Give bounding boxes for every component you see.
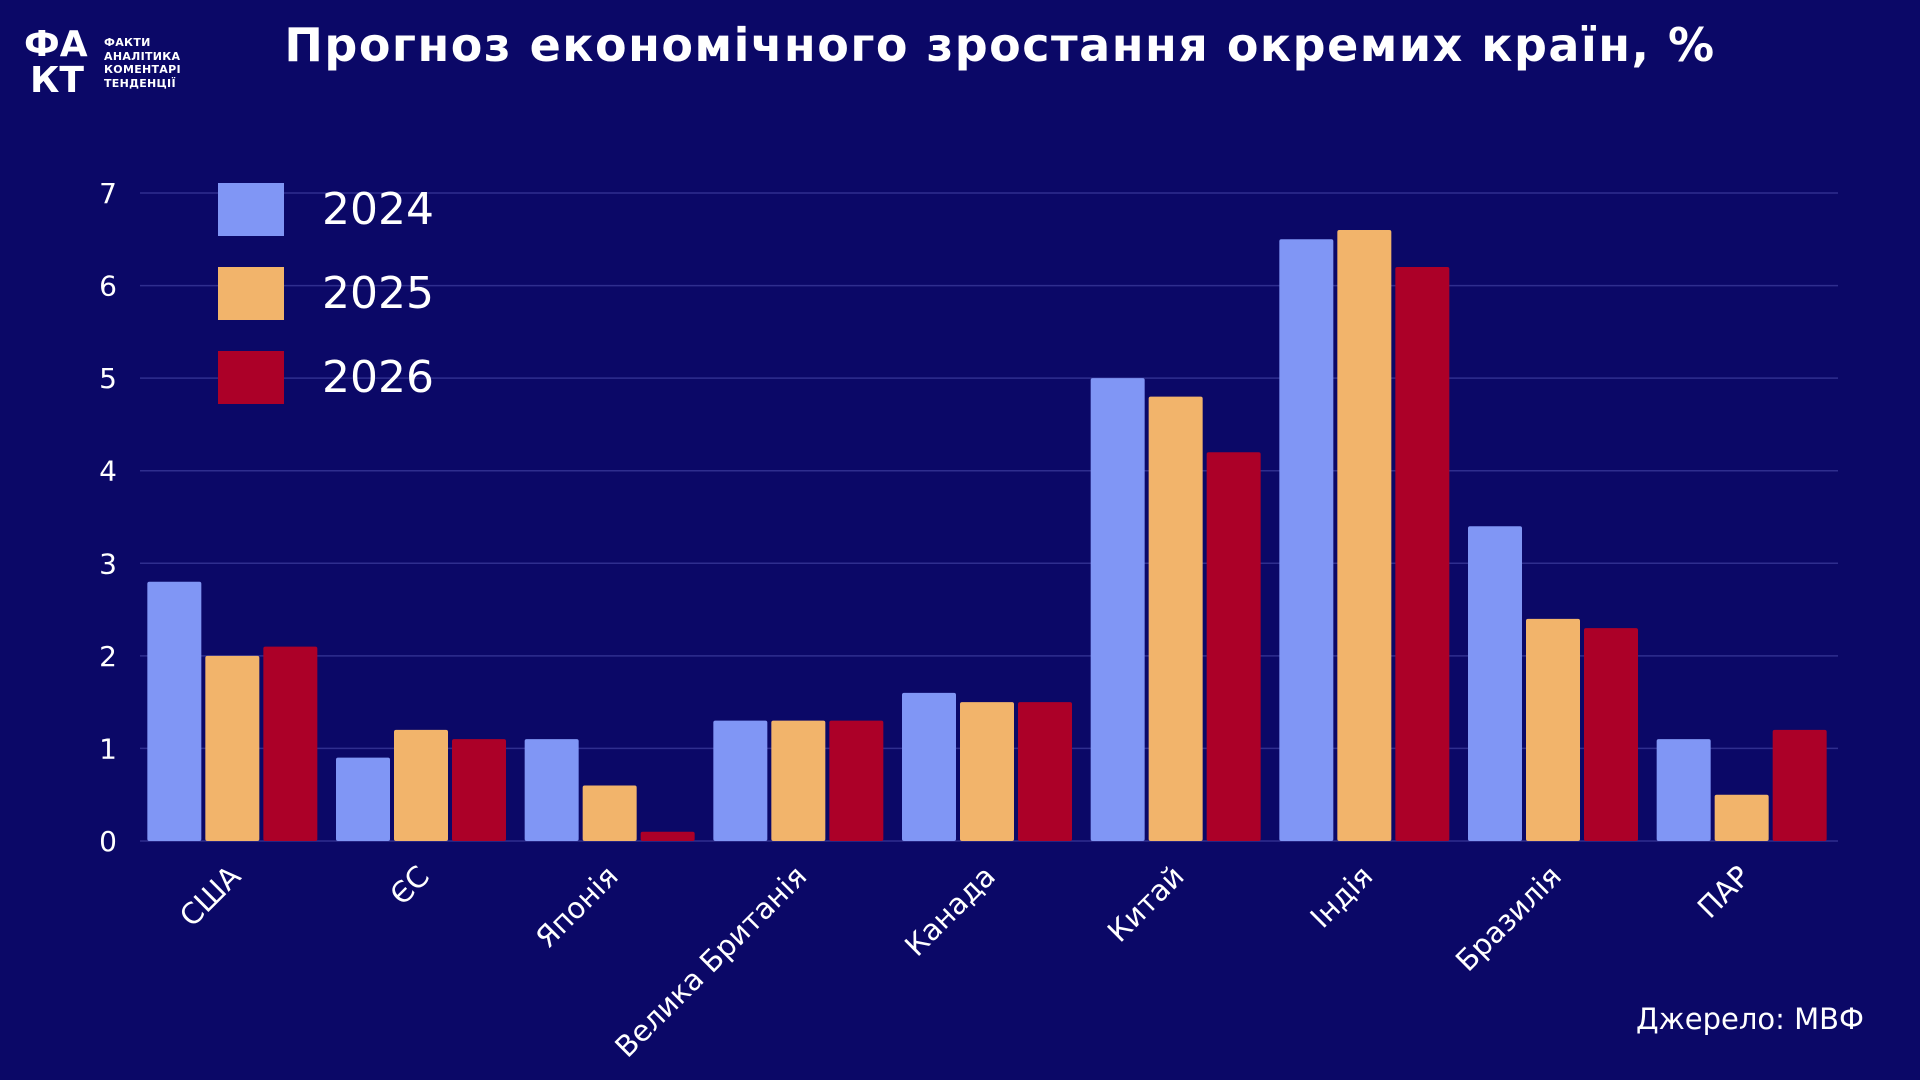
logo-tagline: ТЕНДЕНЦІЇ bbox=[104, 76, 176, 90]
bar-2025 bbox=[205, 655, 260, 841]
bar-2025 bbox=[582, 785, 637, 841]
logo-mark-icon: ФА КТ bbox=[24, 24, 88, 96]
bar-2024 bbox=[1656, 739, 1711, 841]
x-tick-label: Індія bbox=[1304, 859, 1380, 935]
x-tick-label: ПАР bbox=[1691, 859, 1757, 925]
y-tick-label: 3 bbox=[99, 547, 117, 580]
x-tick-label: Канада bbox=[898, 859, 1002, 963]
bar-2024 bbox=[902, 692, 956, 841]
legend-label: 2024 bbox=[322, 184, 434, 235]
logo-tagline: КОМЕНТАРІ bbox=[104, 63, 181, 76]
chart-title: Прогноз економічного зростання окремих к… bbox=[284, 18, 1716, 72]
x-tick-label: США bbox=[173, 859, 247, 933]
logo-taglines: ФАКТИ АНАЛІТИКА КОМЕНТАРІ ТЕНДЕНЦІЇ bbox=[104, 36, 181, 90]
logo-letters-bottom: КТ bbox=[30, 60, 84, 96]
legend-swatch bbox=[218, 351, 284, 404]
bar-2025 bbox=[394, 729, 448, 841]
x-tick-label: ЄС bbox=[383, 859, 436, 912]
bar-2024 bbox=[1279, 239, 1334, 842]
bar-2024 bbox=[336, 757, 390, 841]
source-note: Джерело: МВФ bbox=[1635, 1002, 1864, 1036]
y-tick-label: 4 bbox=[99, 455, 117, 488]
x-tick-label: Китай bbox=[1101, 859, 1191, 949]
bar-2025 bbox=[1148, 396, 1203, 841]
legend-swatch bbox=[218, 267, 284, 320]
bar-2026 bbox=[452, 739, 506, 841]
x-tick-label: Японія bbox=[529, 859, 625, 955]
y-tick-label: 7 bbox=[99, 177, 117, 210]
y-tick-label: 0 bbox=[99, 825, 117, 858]
y-axis: 0 1 2 3 4 5 6 7 bbox=[99, 177, 117, 858]
bar-2026 bbox=[640, 831, 695, 841]
y-tick-label: 6 bbox=[99, 270, 117, 303]
logo: ФА КТ ФАКТИ АНАЛІТИКА КОМЕНТАРІ ТЕНДЕНЦІ… bbox=[22, 24, 202, 104]
logo-tagline: ФАКТИ bbox=[104, 36, 151, 49]
y-tick-label: 2 bbox=[99, 640, 117, 673]
bar-2025 bbox=[1714, 794, 1769, 841]
bar-2026 bbox=[1206, 452, 1261, 841]
x-tick-label: Велика Британія bbox=[608, 859, 813, 1064]
bar-2024 bbox=[1090, 378, 1145, 841]
x-tick-label: Бразилія bbox=[1449, 859, 1568, 978]
y-tick-label: 5 bbox=[99, 362, 117, 395]
bars bbox=[147, 230, 1827, 842]
bar-2024 bbox=[147, 581, 202, 841]
logo-letters-top: ФА bbox=[24, 24, 88, 65]
legend: 2024 2025 2026 bbox=[218, 183, 434, 404]
bar-2025 bbox=[771, 720, 826, 841]
bar-2026 bbox=[1772, 729, 1827, 841]
logo-tagline: АНАЛІТИКА bbox=[104, 49, 181, 63]
legend-label: 2026 bbox=[322, 352, 434, 403]
bar-2025 bbox=[1526, 618, 1580, 841]
y-tick-label: 1 bbox=[99, 732, 117, 765]
bar-2026 bbox=[1018, 702, 1072, 841]
bar-2025 bbox=[1337, 230, 1392, 841]
bar-2024 bbox=[1468, 526, 1522, 841]
bar-2025 bbox=[960, 702, 1014, 841]
legend-swatch bbox=[218, 183, 284, 236]
bar-2026 bbox=[263, 646, 318, 841]
bar-2024 bbox=[713, 720, 768, 841]
legend-label: 2025 bbox=[322, 268, 434, 319]
bar-2026 bbox=[1584, 628, 1638, 841]
bar-2026 bbox=[1395, 267, 1450, 841]
bar-2024 bbox=[524, 739, 579, 841]
bar-2026 bbox=[829, 720, 884, 841]
